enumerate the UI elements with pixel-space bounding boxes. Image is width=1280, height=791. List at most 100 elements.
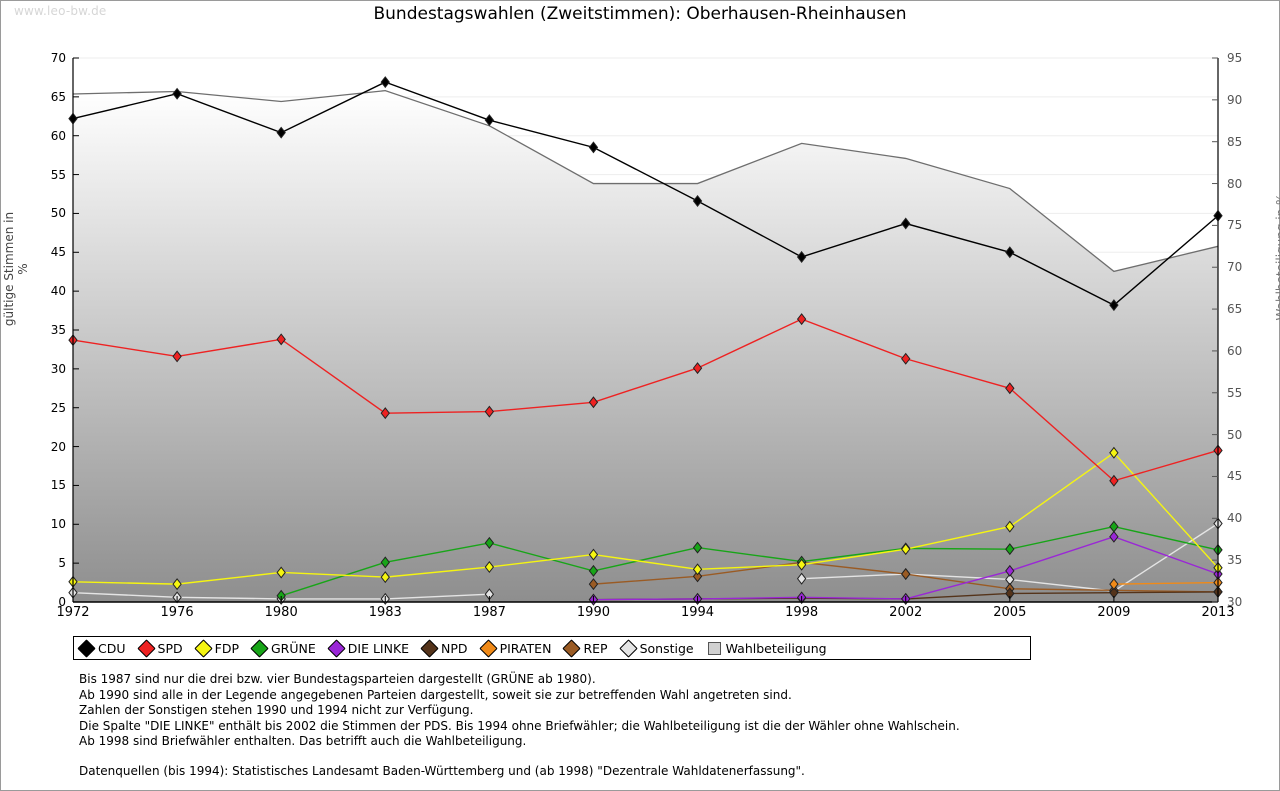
series-line-piraten [1113, 581, 1219, 585]
legend-item-npd[interactable]: NPD [420, 638, 468, 658]
note-line: Ab 1998 sind Briefwähler enthalten. Das … [79, 734, 527, 749]
y-tick-label-left: 45 [50, 245, 66, 260]
x-tick-label: 2013 [1201, 605, 1235, 620]
data-point-rep [901, 568, 911, 581]
y-axis-right-label: Wahlbeteiligung in % [1274, 194, 1280, 321]
y-tick-label-right: 55 [1227, 385, 1243, 400]
legend-marker-icon [327, 638, 346, 658]
data-point-spd [1109, 474, 1119, 487]
legend-item-spd[interactable]: SPD [136, 638, 183, 658]
y-tick-label-left: 50 [50, 206, 66, 221]
x-tick-label: 1987 [472, 605, 506, 620]
chart-title: Bundestagswahlen (Zweitstimmen): Oberhau… [373, 4, 907, 24]
data-point-spd [588, 396, 599, 409]
data-point-sonstige [796, 572, 807, 585]
y-tick-label-left: 30 [50, 361, 66, 376]
legend-item-sonstige[interactable]: Sonstige [618, 638, 694, 658]
note-line: Zahlen der Sonstigen stehen 1990 und 199… [79, 703, 474, 718]
series-line-grüne [280, 525, 1219, 597]
legend-item-fdp[interactable]: FDP [193, 638, 239, 658]
y-tick-label-right: 85 [1227, 134, 1243, 149]
legend-label: REP [583, 640, 608, 656]
x-tick-label: 2002 [889, 605, 923, 620]
x-tick-label: 1990 [576, 605, 610, 620]
legend-marker-icon [562, 638, 582, 658]
y-tick-label-right: 40 [1227, 511, 1243, 526]
legend-label: CDU [98, 640, 126, 656]
legend-marker-icon [136, 638, 156, 658]
x-tick-label: 1983 [368, 605, 402, 620]
y-tick-label-right: 70 [1227, 260, 1243, 275]
legend-item-grüne[interactable]: GRÜNE [250, 638, 316, 658]
y-tick-label-right: 50 [1227, 427, 1243, 442]
y-tick-label-right: 60 [1227, 343, 1243, 358]
data-point-cdu [484, 114, 495, 127]
y-tick-label-right: 35 [1227, 553, 1243, 568]
series-line-spd [72, 318, 1219, 482]
y-tick-label-left: 65 [50, 89, 66, 104]
wahlbeteiligung-area [73, 90, 1218, 602]
data-point-grüne [1109, 520, 1119, 533]
data-point-fdp [901, 543, 911, 556]
y-tick-label-left: 10 [50, 517, 66, 532]
data-point-cdu [1005, 246, 1015, 259]
data-point-spd [692, 362, 703, 375]
data-point-piraten [1109, 578, 1119, 591]
y-tick-label-left: 60 [50, 128, 66, 143]
legend-label: NPD [441, 640, 468, 656]
data-point-fdp [172, 578, 182, 591]
y-tick-label-left: 15 [50, 478, 66, 493]
data-point-spd [276, 333, 286, 346]
legend-item-cdu[interactable]: CDU [77, 638, 126, 658]
legend-marker-icon [420, 638, 439, 658]
y-tick-label-left: 55 [50, 167, 66, 182]
note-line: Die Spalte "DIE LINKE" enthält bis 2002 … [79, 718, 960, 733]
x-tick-label: 2005 [993, 605, 1027, 620]
legend-label: Sonstige [639, 640, 694, 656]
data-point-fdp [796, 558, 807, 571]
legend-label: Wahlbeteiligung [725, 640, 827, 656]
y-tick-label-right: 90 [1227, 92, 1243, 107]
x-tick-label: 1976 [160, 605, 194, 620]
legend-marker-icon [618, 638, 638, 658]
watermark: www.leo-bw.de [14, 4, 107, 18]
data-point-fdp [1109, 446, 1119, 459]
legend-label: SPD [157, 640, 183, 656]
data-point-fdp [1005, 520, 1015, 533]
x-tick-label: 1980 [264, 605, 298, 620]
data-point-grüne [692, 541, 703, 554]
y-tick-label-left: 5 [58, 556, 66, 571]
x-tick-label: 1994 [680, 605, 715, 620]
data-point-cdu [901, 217, 911, 230]
legend-item-piraten[interactable]: PIRATEN [478, 638, 552, 658]
legend-item-rep[interactable]: REP [562, 638, 608, 658]
data-point-fdp [380, 571, 390, 584]
series-line-cdu [72, 81, 1219, 306]
data-point-die-linke [1109, 530, 1119, 543]
y-tick-label-right: 30 [1227, 595, 1243, 609]
legend-label: PIRATEN [499, 640, 552, 656]
data-point-cdu [172, 87, 182, 100]
y-tick-label-left: 0 [58, 595, 66, 609]
chart-legend: CDU SPD FDP GRÜNE DIE LINKE NPD PIRATEN REP Sons… [73, 636, 1031, 660]
chart-notes: Bis 1987 sind nur die drei bzw. vier Bun… [79, 672, 1179, 780]
legend-item-wahlbeteiligung[interactable]: Wahlbeteiligung [707, 640, 827, 656]
y-tick-label-left: 35 [50, 323, 66, 337]
legend-item-die-linke[interactable]: DIE LINKE [327, 638, 410, 658]
data-point-fdp [276, 566, 286, 579]
note-line: Ab 1990 sind alle in der Legende angegeb… [79, 687, 792, 702]
data-source: Datenquellen (bis 1994): Statistisches L… [79, 763, 805, 778]
legend-marker-icon [77, 638, 96, 658]
x-tick-label: 1972 [56, 605, 90, 620]
data-point-fdp [588, 548, 599, 561]
data-point-spd [1005, 382, 1015, 395]
data-point-spd [484, 405, 495, 418]
data-point-cdu [1109, 299, 1119, 312]
data-point-fdp [692, 563, 703, 576]
y-tick-label-left: 20 [50, 439, 66, 454]
legend-label: DIE LINKE [347, 640, 410, 656]
x-tick-label: 2009 [1097, 605, 1131, 620]
data-point-spd [796, 313, 807, 326]
plot-area: 0 5 10 15 20 25 30 35 40 45 50 55 60 65 70 30 35 40 45 50 5… [51, 51, 1243, 620]
legend-label: FDP [214, 640, 239, 656]
